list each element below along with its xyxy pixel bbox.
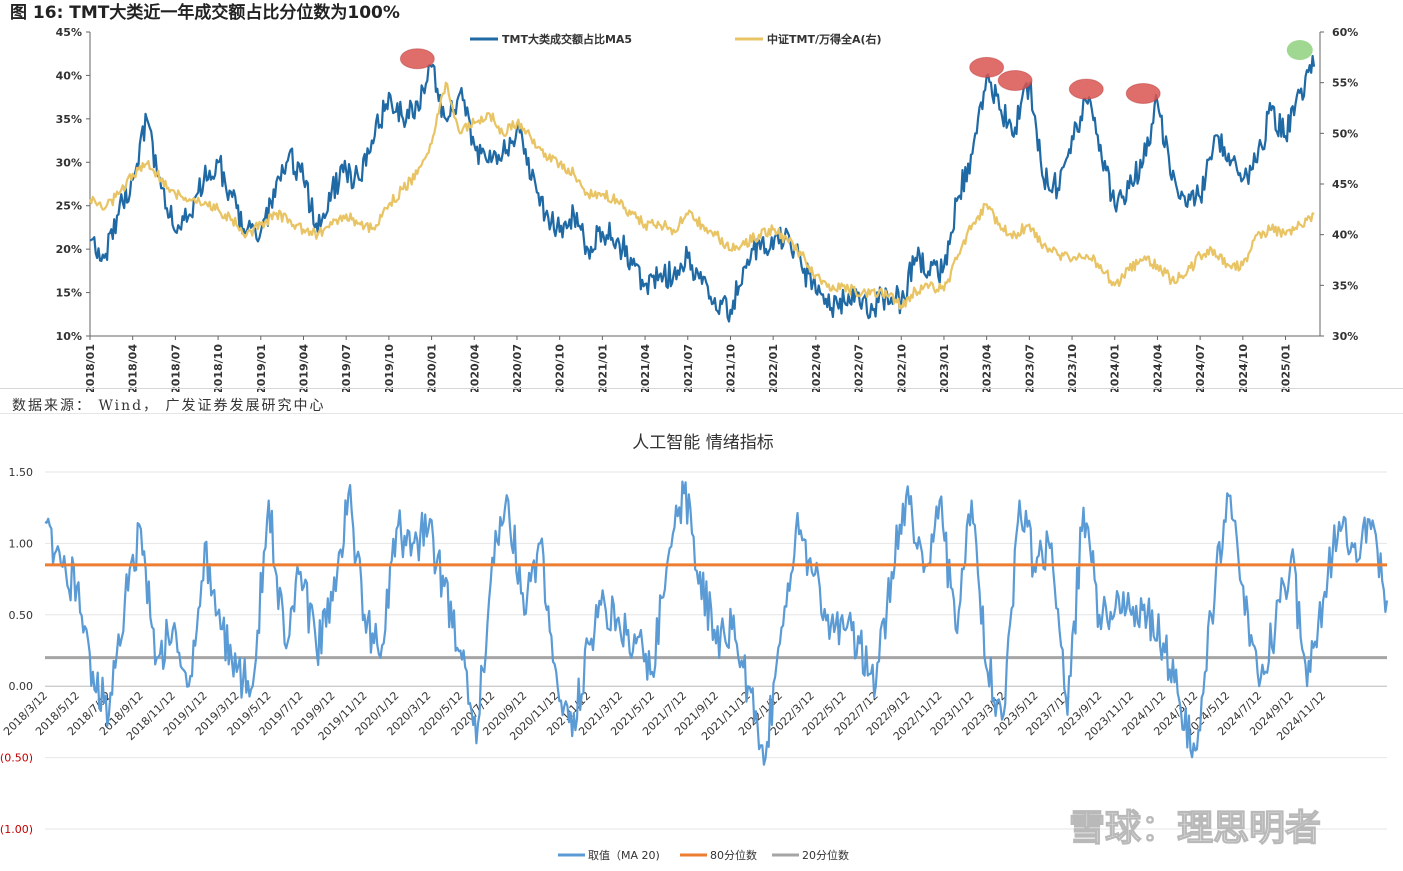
y-tick-label: 1.00 bbox=[9, 537, 34, 550]
divider bbox=[0, 413, 1403, 414]
y-tick-label: 1.50 bbox=[9, 466, 34, 479]
series-tmt-ratio-line bbox=[88, 81, 1315, 310]
y-right-tick-label: 40% bbox=[1332, 229, 1358, 242]
top-chart-title: 图 16: TMT大类近一年成交额占比分位数为100% bbox=[10, 2, 400, 23]
x-tick-label: 2025/01 bbox=[1280, 344, 1293, 392]
sentiment-ma20-line bbox=[44, 480, 1389, 766]
highlight-marker bbox=[1286, 40, 1313, 61]
highlight-marker bbox=[399, 48, 435, 70]
highlight-marker bbox=[1068, 78, 1104, 100]
x-tick-label: 2019/07 bbox=[340, 344, 353, 392]
legend-item-p20-label: 20分位数 bbox=[802, 848, 849, 862]
top-chart-highlights bbox=[399, 40, 1313, 104]
bottom-chart-series bbox=[44, 480, 1389, 766]
x-tick-label: 2024/01 bbox=[1109, 344, 1122, 392]
y-left-tick-label: 45% bbox=[56, 26, 82, 39]
highlight-marker bbox=[1125, 82, 1161, 104]
bottom-chart: 人工智能 情绪指标 1.50 1.00 0.50 0.00 (0.50) (1.00) 20… bbox=[0, 433, 1389, 862]
y-left-tick-label: 10% bbox=[56, 330, 82, 343]
x-tick-label: 2022/10 bbox=[895, 344, 908, 392]
source-note: 数据来源： Wind， 广发证券发展研究中心 bbox=[12, 398, 326, 414]
legend-item-p80-label: 80分位数 bbox=[710, 848, 757, 862]
legend-label: TMT大类成交额占比MA5 bbox=[502, 32, 632, 46]
top-chart: 图 16: TMT大类近一年成交额占比分位数为100% 10% 15% 20% 25%… bbox=[10, 2, 1359, 392]
highlight-marker bbox=[997, 69, 1033, 91]
x-tick-label: 2021/10 bbox=[724, 344, 737, 392]
legend-label: 中证TMT/万得全A(右) bbox=[767, 32, 882, 46]
y-tick-label: 0.00 bbox=[9, 680, 34, 693]
x-tick-label: 2023/04 bbox=[981, 344, 994, 392]
x-tick-label: 2018/01 bbox=[84, 344, 97, 392]
x-tick-label: 2023/10 bbox=[1066, 344, 1079, 392]
y-left-tick-label: 35% bbox=[56, 113, 82, 126]
x-tick-label: 2022/01 bbox=[767, 344, 780, 392]
top-chart-axes: 10% 15% 20% 25% 30% 35% 40% 45% 30% 35% 40% 45% 50% 5… bbox=[56, 26, 1359, 392]
x-tick-label: 2020/07 bbox=[511, 344, 524, 392]
x-tick-label: 2024/07 bbox=[1194, 344, 1207, 392]
y-right-tick-label: 60% bbox=[1332, 26, 1358, 39]
x-tick-label: 2018/10 bbox=[212, 344, 225, 392]
x-tick-label: 2019/10 bbox=[383, 344, 396, 392]
bottom-chart-legend: 取值（MA 20) 80分位数 20分位数 bbox=[558, 848, 849, 862]
y-right-tick-label: 35% bbox=[1332, 279, 1358, 292]
y-left-tick-label: 20% bbox=[56, 243, 82, 256]
x-tick-label: 2018/04 bbox=[127, 344, 140, 392]
y-right-tick-label: 50% bbox=[1332, 127, 1358, 140]
x-tick-label: 2020/01 bbox=[426, 344, 439, 392]
y-right-tick-label: 55% bbox=[1332, 77, 1358, 90]
divider bbox=[0, 388, 1403, 389]
x-tick-label: 2023/01 bbox=[938, 344, 951, 392]
x-tick-label: 2020/10 bbox=[554, 344, 567, 392]
bottom-chart-title: 人工智能 情绪指标 bbox=[632, 433, 773, 453]
x-tick-label: 2022/04 bbox=[810, 344, 823, 392]
y-right-tick-label: 45% bbox=[1332, 178, 1358, 191]
x-tick-label: 2019/04 bbox=[297, 344, 310, 392]
y-tick-label: 0.50 bbox=[9, 609, 34, 622]
legend-item-ma20-label: 取值（MA 20) bbox=[588, 849, 660, 862]
x-tick-label: 2021/04 bbox=[639, 344, 652, 392]
y-left-tick-label: 40% bbox=[56, 69, 82, 82]
y-right-tick-label: 30% bbox=[1332, 330, 1358, 343]
x-tick-label: 2021/01 bbox=[596, 344, 609, 392]
top-chart-series bbox=[88, 54, 1316, 323]
top-chart-legend: TMT大类成交额占比MA5 中证TMT/万得全A(右) bbox=[470, 32, 882, 46]
x-tick-label: 2022/07 bbox=[853, 344, 866, 392]
x-tick-label: 2021/07 bbox=[682, 344, 695, 392]
x-tick-label: 2020/04 bbox=[468, 344, 481, 392]
highlight-marker bbox=[969, 56, 1005, 78]
y-left-tick-label: 30% bbox=[56, 156, 82, 169]
x-tick-label: 2018/07 bbox=[169, 344, 182, 392]
y-left-tick-label: 25% bbox=[56, 200, 82, 213]
y-tick-label: (1.00) bbox=[0, 823, 33, 836]
watermark: 雪球：理思明者 bbox=[1069, 808, 1321, 849]
y-left-tick-label: 15% bbox=[56, 287, 82, 300]
x-tick-label: 2023/07 bbox=[1023, 344, 1036, 392]
x-tick-label: 2019/01 bbox=[255, 344, 268, 392]
y-tick-label: (0.50) bbox=[0, 752, 33, 765]
x-tick-label: 2024/10 bbox=[1237, 344, 1250, 392]
x-tick-label: 2024/04 bbox=[1151, 344, 1164, 392]
bottom-chart-axes: 1.501.000.500.00(0.50)(1.00)2018/3/12201… bbox=[0, 466, 1387, 836]
series-tmt-ma5-line bbox=[89, 54, 1316, 323]
